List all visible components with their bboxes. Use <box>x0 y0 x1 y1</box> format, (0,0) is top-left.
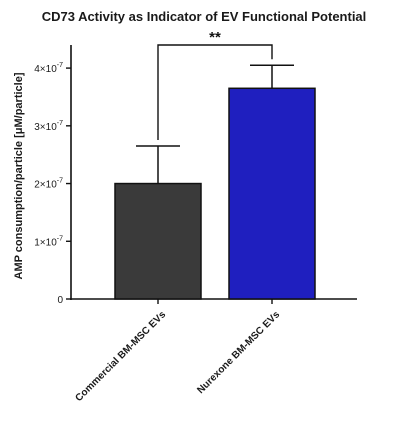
significance-bracket <box>157 44 273 141</box>
chart-title: CD73 Activity as Indicator of EV Functio… <box>42 9 367 24</box>
bar <box>114 182 202 300</box>
y-axis-label: AMP consumption/particle [μM/particle] <box>13 72 25 279</box>
y-tick-label: 1×10-7 <box>34 235 63 248</box>
y-tick-label: 3×10-7 <box>34 120 63 133</box>
bar <box>228 87 316 300</box>
x-tick-label: Commercial BM-MSC EVs <box>74 309 169 404</box>
x-tick-label: Nurexone BM-MSC EVs <box>195 309 282 396</box>
plot-area: 0 1×10-7 2×10-7 3×10-7 4×10-7 Commercial BM-M… <box>34 29 357 404</box>
y-tick-label: 4×10-7 <box>34 62 63 75</box>
y-tick-label: 2×10-7 <box>34 178 63 191</box>
y-tick-label: 0 <box>57 295 63 306</box>
significance-label: ** <box>209 29 221 46</box>
